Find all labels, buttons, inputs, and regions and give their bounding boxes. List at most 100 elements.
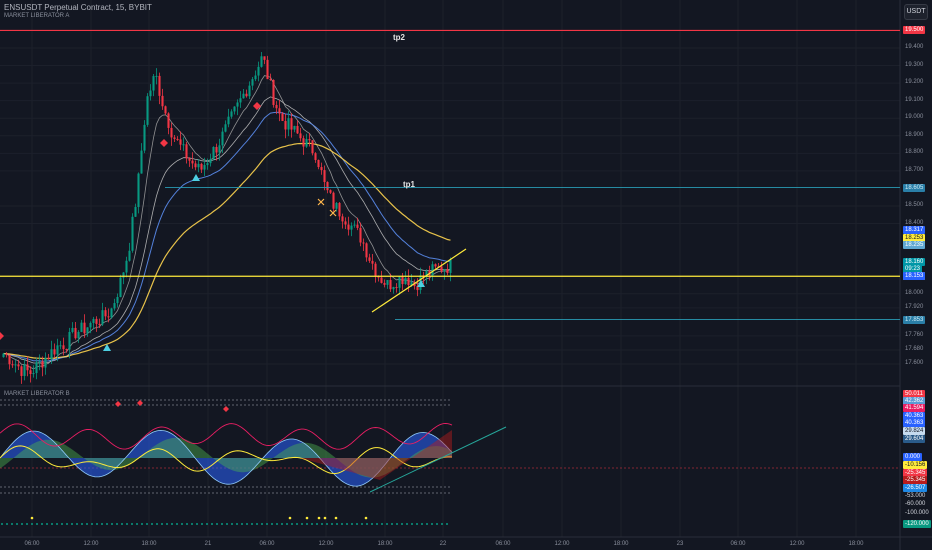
price-tick: 19.200	[905, 79, 924, 86]
time-tick: 18:00	[848, 541, 864, 547]
candle-body	[44, 357, 47, 368]
candle-body	[320, 167, 323, 171]
candle-body	[392, 287, 395, 290]
oscillator-dot	[181, 523, 183, 525]
price-tick: 18.500	[905, 202, 924, 208]
candle-body	[185, 144, 188, 159]
oscillator-label: -10.156	[903, 461, 928, 469]
oscillator-dot	[61, 523, 63, 525]
candle-body	[332, 192, 335, 209]
price-label: 18.317	[903, 226, 926, 234]
candle-body	[248, 85, 251, 97]
oscillator-dot	[91, 523, 93, 525]
oscillator-dot	[56, 523, 58, 525]
candle-body	[350, 225, 353, 230]
price-tick: 18.900	[905, 131, 924, 138]
candle-body	[47, 357, 50, 360]
indicator-a-label[interactable]: MARKET LIBERATOR A	[4, 13, 70, 19]
candle-body	[71, 327, 74, 332]
oscillator-trendline	[369, 426, 507, 493]
candle-body	[416, 286, 419, 291]
oscillator-dot	[101, 523, 103, 525]
oscillator-label: 42.362	[903, 397, 926, 405]
candle-body	[368, 257, 371, 261]
oscillator-dot	[401, 523, 403, 525]
price-tick: 18.700	[905, 166, 924, 173]
oscillator-dot	[46, 523, 48, 525]
oscillator-dot	[11, 523, 13, 525]
oscillator-dot	[386, 523, 388, 525]
candle-body	[197, 163, 200, 168]
oscillator-label: -120.000	[903, 520, 931, 528]
indicator-b-label[interactable]: MARKET LIBERATOR B	[4, 391, 70, 397]
candle-body	[359, 227, 362, 243]
oscillator-dot	[311, 523, 313, 525]
candle-body	[410, 282, 413, 286]
candle-body	[212, 146, 215, 160]
candle-body	[146, 96, 149, 125]
oscillator-dot	[246, 523, 248, 525]
oscillator-dot	[111, 523, 113, 525]
candle-body	[338, 202, 341, 217]
oscillator-dot	[196, 523, 198, 525]
candle-body	[155, 75, 158, 77]
candle-body	[32, 373, 35, 375]
oscillator-dot	[106, 523, 108, 525]
oscillator-dot	[431, 523, 433, 525]
oscillator-dot	[66, 523, 68, 525]
candle-body	[128, 250, 131, 261]
candle-body	[218, 145, 221, 153]
oscillator-dot	[281, 523, 283, 525]
oscillator-dot	[31, 523, 33, 525]
candle-body	[221, 131, 224, 146]
candle-body	[113, 303, 116, 309]
candle-body	[251, 79, 254, 86]
candle-body	[380, 277, 383, 283]
price-tick: 19.100	[905, 96, 924, 103]
candle-body	[107, 316, 110, 318]
price-label: 09:23	[903, 265, 923, 273]
oscillator-dot	[406, 523, 408, 525]
oscillator-dot	[301, 523, 303, 525]
oscillator-dot	[356, 523, 358, 525]
sell-diamond	[253, 102, 261, 110]
price-label: 18.253	[903, 234, 926, 242]
candle-body	[302, 138, 305, 147]
price-tick: 19.300	[905, 61, 924, 68]
oscillator-signal-dot	[334, 516, 338, 520]
oscillator-label: 40.363	[903, 419, 926, 427]
candle-body	[440, 266, 443, 272]
oscillator-dot	[36, 523, 38, 525]
time-tick: 12:00	[789, 541, 805, 547]
currency-button[interactable]: USDT	[904, 4, 928, 20]
oscillator-dot	[306, 523, 308, 525]
oscillator-dot	[191, 523, 193, 525]
oscillator-dot	[276, 523, 278, 525]
oscillator-dot	[226, 523, 228, 525]
oscillator-dot	[286, 523, 288, 525]
oscillator-dot	[151, 523, 153, 525]
oscillator-dot	[116, 523, 118, 525]
oscillator-label: 29.824	[903, 427, 926, 435]
oscillator-dot	[351, 523, 353, 525]
signal-markers	[0, 102, 425, 351]
candle-body	[293, 125, 296, 130]
oscillator-dot	[391, 523, 393, 525]
candle-body	[290, 118, 293, 130]
price-tick: 17.760	[905, 331, 924, 338]
price-tick: 19.400	[905, 44, 924, 50]
candle-body	[446, 269, 449, 273]
oscillator-dot	[316, 523, 318, 525]
candle-body	[119, 277, 122, 298]
candle-body	[5, 353, 8, 355]
candle-body	[173, 137, 176, 139]
oscillator-dot	[361, 523, 363, 525]
oscillator-dot	[261, 523, 263, 525]
oscillator-label: 41.594	[903, 404, 926, 412]
price-tick: 17.600	[905, 360, 924, 366]
candle-body	[23, 364, 26, 376]
candle-body	[266, 59, 269, 80]
price-label: 17.853	[903, 315, 926, 324]
candle-body	[2, 353, 5, 358]
